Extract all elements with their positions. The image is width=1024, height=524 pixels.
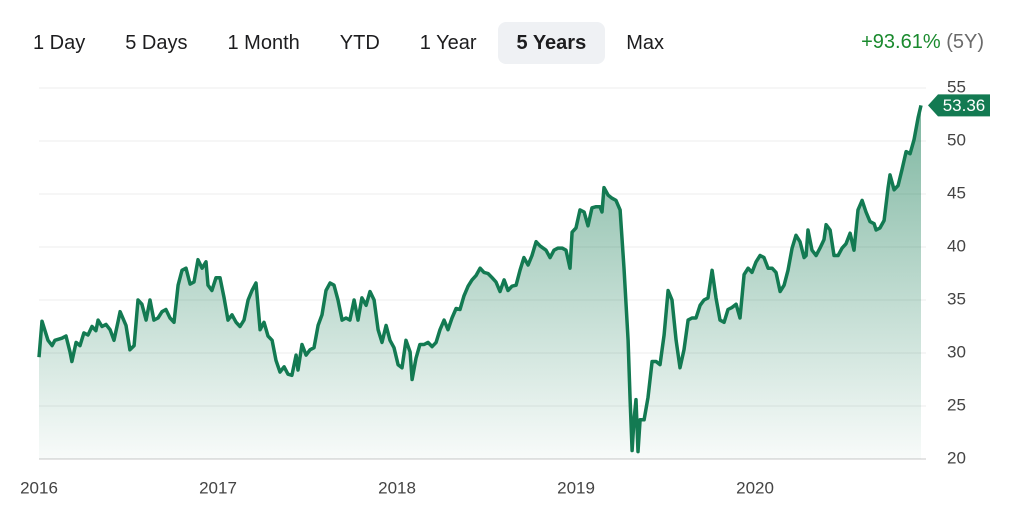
price-label: 53.36 [943,96,986,115]
y-tick-label: 20 [947,448,966,467]
change-period: (5Y) [946,31,984,53]
change-value: +93.61% [861,31,941,53]
range-button[interactable]: 1 Month [227,32,300,54]
x-tick-label: 2020 [736,478,774,497]
y-tick-label: 35 [947,289,966,308]
range-bar: 1 Day 5 Days 1 Month YTD 1 Year 5 Years Max [14,22,685,64]
range-button[interactable]: 1 Year [419,32,477,54]
x-tick-label: 2017 [199,478,237,497]
range-button[interactable]: Max [626,32,665,54]
y-tick-label: 45 [947,183,966,202]
range-button[interactable]: YTD [339,32,380,54]
range-button[interactable]: 5 Years [497,22,606,64]
range-button[interactable]: 5 Days [125,32,188,54]
y-tick-label: 55 [947,77,966,96]
price-tag [928,94,990,117]
area [39,105,921,460]
x-tick-label: 2018 [378,478,416,497]
range-button[interactable]: 1 Day [33,32,86,54]
y-tick-label: 30 [947,342,966,361]
line [37,104,923,454]
change: +93.61% (5Y) [861,31,984,54]
x-tick-label: 2019 [557,478,595,497]
x-tick-label: 2016 [20,478,58,497]
y-tick-label: 25 [947,395,966,414]
y-tick-label: 40 [947,236,966,255]
y-tick-label: 50 [947,130,966,149]
